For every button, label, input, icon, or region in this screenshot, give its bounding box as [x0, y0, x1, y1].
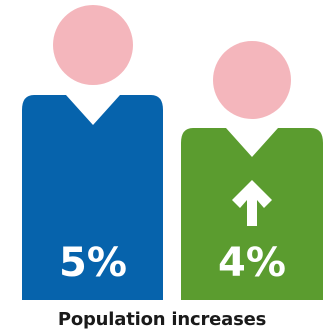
left-person-body	[22, 95, 163, 300]
right-person-head	[213, 41, 291, 119]
up-arrow-icon	[232, 180, 272, 226]
right-person-figure: 4%	[181, 41, 323, 300]
figures-svg: 5% 4%	[22, 5, 323, 300]
left-person-figure: 5%	[22, 5, 163, 300]
caption: Population increases	[57, 309, 267, 330]
left-person-head	[53, 5, 133, 85]
right-person-percent: 4%	[218, 240, 286, 286]
left-person-percent: 5%	[59, 240, 127, 286]
